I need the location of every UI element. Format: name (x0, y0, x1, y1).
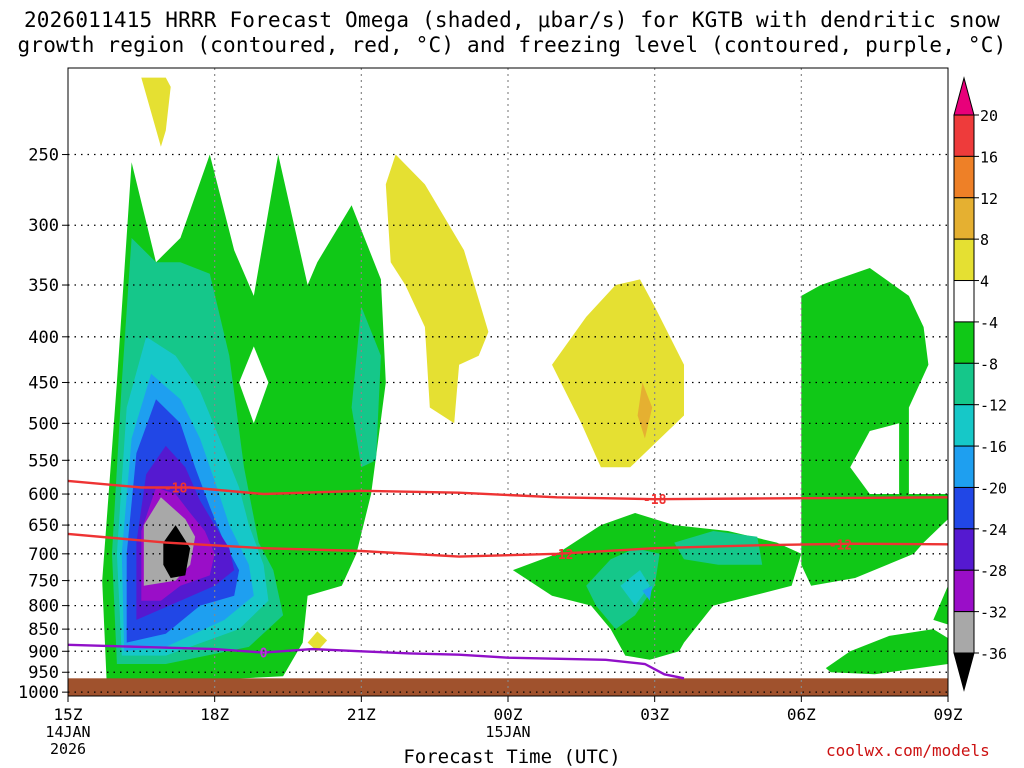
axes-layer: 2503003504004505005506006507007508008509… (18, 67, 963, 758)
colorbar-segment-5 (953, 280, 975, 323)
y-tick-label-750: 750 (28, 572, 59, 592)
colorbar-segment-11 (953, 528, 975, 571)
omega-region-14 (552, 279, 684, 468)
omega-shading-layer (102, 77, 948, 693)
contour-label-4: 0 (260, 647, 268, 662)
contour-layer: -18 -18 -12 -12 0 (67, 479, 949, 680)
y-tick-label-850: 850 (28, 620, 59, 640)
colorbar-segment-1 (953, 114, 975, 157)
chart-title-line2: growth region (contoured, red, °C) and f… (17, 33, 1007, 57)
x-tick-label-6: 21Z (347, 705, 376, 724)
omega-region-12 (385, 154, 489, 424)
colorbar-tick-label-9: -20 (980, 479, 1007, 497)
colorbar-tick-label-2: 12 (980, 190, 998, 208)
colorbar-segment-12 (953, 569, 975, 613)
x-tick-label-18: 09Z (934, 705, 963, 724)
omega-region-9 (239, 346, 269, 424)
omega-region-11 (141, 77, 181, 147)
colorbar-segment-4 (953, 238, 975, 282)
omega-region-23 (825, 629, 948, 675)
omega-region-21 (620, 570, 650, 606)
x-tick-year-0: 2026 (50, 740, 86, 758)
y-tick-label-350: 350 (28, 276, 59, 296)
colorbar-tick-label-10: -24 (980, 521, 1007, 539)
omega-region-15 (637, 382, 653, 439)
colorbar-tick-label-6: -8 (980, 355, 998, 373)
colorbar-segment-6 (953, 321, 975, 364)
site-credit: coolwx.com/models (826, 741, 990, 760)
omega-region-18 (512, 513, 802, 660)
omega-region-22 (642, 585, 653, 601)
y-tick-label-250: 250 (28, 146, 59, 166)
contour-line-1 (67, 532, 949, 558)
contour-label-0: -18 (164, 482, 188, 497)
colorbar-tick-label-13: -36 (980, 645, 1007, 663)
y-tick-label-800: 800 (28, 597, 59, 617)
x-tick-label-15: 06Z (787, 705, 816, 724)
x-tick-label-12: 03Z (640, 705, 669, 724)
y-tick-label-650: 650 (28, 516, 59, 536)
colorbar: 20 16 12 8 4 -4 -8 -12 -16 -20 -24 -28 -32 -36 (953, 76, 1007, 692)
colorbar-segment-8 (953, 404, 975, 447)
contour-label-1: -18 (643, 493, 667, 508)
x-tick-label-0: 15Z (54, 705, 83, 724)
contour-line-2 (67, 643, 685, 680)
colorbar-tick-label-8: -16 (980, 438, 1007, 456)
y-tick-label-900: 900 (28, 642, 59, 662)
colorbar-tick-label-4: 4 (980, 273, 989, 291)
colorbar-segment-10 (953, 486, 975, 530)
x-tick-sublabel-0: 14JAN (45, 723, 90, 741)
colorbar-bottom-triangle (953, 652, 975, 692)
omega-region-13 (307, 631, 328, 652)
colorbar-tick-label-12: -32 (980, 604, 1007, 622)
y-tick-label-500: 500 (28, 414, 59, 434)
omega-region-20 (674, 531, 763, 565)
y-tick-label-700: 700 (28, 545, 59, 565)
colorbar-tick-label-7: -12 (980, 397, 1007, 415)
y-tick-label-1000: 1000 (18, 683, 59, 703)
y-tick-label-300: 300 (28, 216, 59, 236)
colorbar-segment-13 (953, 611, 975, 654)
x-axis-label: Forecast Time (UTC) (403, 746, 621, 768)
y-tick-label-600: 600 (28, 485, 59, 505)
omega-region-24 (933, 585, 948, 625)
colorbar-tick-label-11: -28 (980, 562, 1007, 580)
colorbar-tick-label-5: -4 (980, 314, 998, 332)
omega-region-8 (163, 525, 191, 578)
contour-label-3: -12 (829, 538, 852, 553)
contour-label-2: -12 (550, 548, 573, 563)
omega-region-16 (801, 268, 948, 586)
x-tick-label-9: 00Z (494, 705, 523, 724)
colorbar-segment-9 (953, 445, 975, 488)
chart-title: 2026011415 HRRR Forecast Omega (shaded, … (0, 8, 1024, 58)
colorbar-tick-label-1: 16 (980, 148, 998, 166)
colorbar-segment-7 (953, 362, 975, 406)
y-tick-label-550: 550 (28, 451, 59, 471)
y-tick-label-950: 950 (28, 663, 59, 683)
omega-region-17 (850, 423, 900, 494)
colorbar-tick-label-3: 8 (980, 231, 989, 249)
x-tick-sublabel-9: 15JAN (485, 723, 530, 741)
colorbar-top-triangle (953, 76, 975, 116)
omega-region-10 (351, 306, 381, 468)
y-tick-label-400: 400 (28, 328, 59, 348)
colorbar-segment-3 (953, 197, 975, 240)
colorbar-segment-2 (953, 155, 975, 199)
y-tick-label-450: 450 (28, 373, 59, 393)
chart-title-line1: 2026011415 HRRR Forecast Omega (shaded, … (23, 8, 1001, 32)
contour-line-0 (67, 479, 949, 501)
colorbar-tick-label-0: 20 (980, 107, 998, 125)
x-tick-label-3: 18Z (200, 705, 229, 724)
grid-layer (68, 68, 948, 696)
